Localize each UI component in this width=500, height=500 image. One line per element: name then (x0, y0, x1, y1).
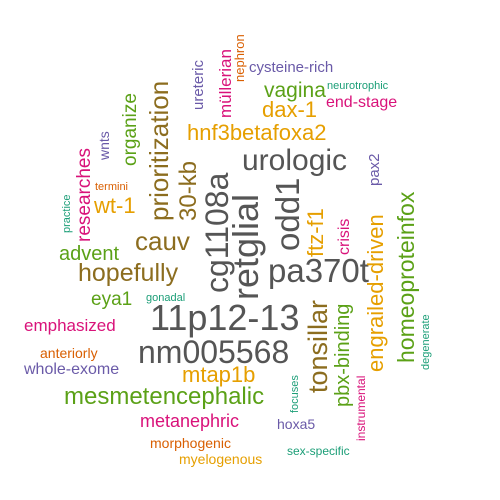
word-metanephric: metanephric (140, 411, 240, 431)
word-hopefully: hopefully (78, 259, 179, 287)
word-hoxa5: hoxa5 (277, 416, 316, 432)
word-advent: advent (59, 243, 120, 265)
word-anteriorly: anteriorly (40, 345, 98, 361)
word-ureteric: ureteric (190, 59, 207, 110)
word-vagina: vagina (264, 79, 326, 102)
word-instrumental: instrumental (354, 375, 368, 441)
word-cauv: cauv (135, 226, 190, 256)
word-11p12-13: 11p12-13 (150, 297, 300, 338)
word-researches: researches (74, 148, 95, 242)
word-pa370t: pa370t (268, 252, 369, 289)
word-retglial: retglial (225, 193, 266, 300)
word-nephron: nephron (232, 34, 247, 82)
word-wt-1: wt-1 (94, 193, 136, 218)
word-pbx-binding: pbx-binding (332, 303, 354, 407)
word-termini: termini (95, 181, 129, 193)
word-mtap1b: mtap1b (182, 362, 256, 387)
word-prioritization: prioritization (144, 80, 174, 221)
word-homeoproteinfox: homeoproteinfox (393, 191, 419, 363)
word-neurotrophic: neurotrophic (327, 80, 389, 92)
word-end-stage: end-stage (326, 94, 398, 111)
word-whole-exome: whole-exome (24, 361, 120, 378)
word-urologic: urologic (242, 144, 348, 177)
word-pax2: pax2 (366, 153, 383, 186)
word-mesmetencephalic: mesmetencephalic (64, 383, 265, 410)
word-nm005568: nm005568 (138, 334, 290, 370)
word-emphasized: emphasized (24, 316, 116, 335)
word-focuses: focuses (289, 375, 301, 413)
word-hnf3betafoxa2: hnf3betafoxa2 (187, 120, 327, 145)
word-odd1: odd1 (269, 177, 306, 251)
word-eya1: eya1 (91, 289, 133, 310)
word-crisis: crisis (336, 218, 353, 255)
word-wnts: wnts (96, 131, 112, 160)
word-cysteine-rich: cysteine-rich (249, 59, 334, 76)
word-gonadal: gonadal (146, 292, 186, 304)
word-practice: practice (61, 194, 73, 233)
word-myelogenous: myelogenous (179, 451, 263, 467)
word-sex-specific: sex-specific (287, 444, 350, 458)
word-degenerate: degenerate (420, 314, 432, 370)
word-dax-1: dax-1 (262, 97, 318, 122)
word-30-kb: 30-kb (175, 160, 202, 221)
word-engrailed-driven: engrailed-driven (363, 214, 388, 372)
word-morphogenic: morphogenic (150, 435, 231, 451)
word-ftz-f1: ftz-f1 (303, 208, 328, 257)
word-organize: organize (120, 93, 141, 166)
word-tonsillar: tonsillar (303, 299, 333, 393)
